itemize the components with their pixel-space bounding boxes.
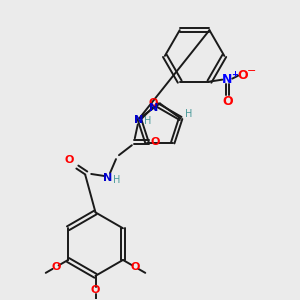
Text: O: O <box>148 98 158 108</box>
Text: N: N <box>103 173 113 183</box>
Text: +: + <box>231 70 238 79</box>
Text: O: O <box>51 262 61 272</box>
Text: O: O <box>238 69 248 82</box>
Text: O: O <box>130 262 140 272</box>
Text: O: O <box>65 155 74 165</box>
Text: −: − <box>246 66 256 76</box>
Text: N: N <box>134 116 143 125</box>
Text: O: O <box>91 285 100 295</box>
Text: H: H <box>113 175 121 185</box>
Text: N: N <box>149 103 158 112</box>
Text: H: H <box>144 116 152 127</box>
Text: O: O <box>151 137 160 147</box>
Text: O: O <box>222 95 232 108</box>
Text: N: N <box>222 73 232 86</box>
Text: H: H <box>185 109 192 118</box>
